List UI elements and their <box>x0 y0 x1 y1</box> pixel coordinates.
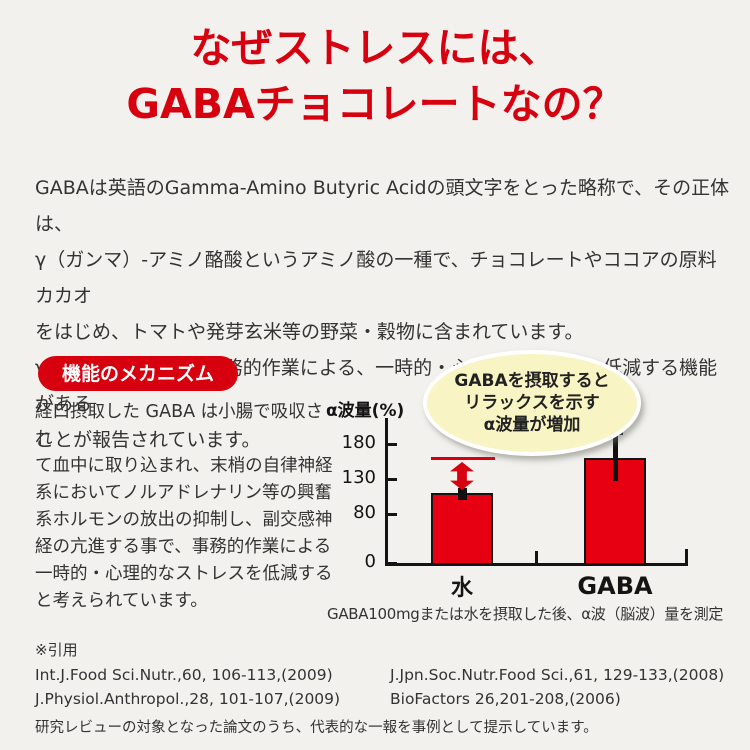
increase-arrow-icon <box>450 462 474 490</box>
bubble-line1: GABAを摂取すると <box>454 370 610 391</box>
y-axis-line <box>385 418 388 566</box>
page-title-line1: なぜストレスには、 <box>190 24 560 72</box>
page-title: なぜストレスには、 GABAチョコレートなの？ <box>0 20 750 132</box>
citation-item: Int.J.Food Sci.Nutr.,60, 106-113,(2009) <box>35 666 333 684</box>
bar-水 <box>431 493 493 565</box>
citation-item: J.Physiol.Anthropol.,28, 101-107,(2009) <box>35 690 341 708</box>
y-tick-label: 130 <box>341 467 376 488</box>
y-tick-mark <box>386 513 397 516</box>
text-line: て血中に取り込まれ、末梢の自律神経 <box>35 456 333 476</box>
error-bar-GABA <box>612 432 618 482</box>
y-tick-mark <box>386 562 397 565</box>
text-line: 系ホルモンの放出の抑制し、副交感神 <box>35 510 333 530</box>
speech-bubble: GABAを摂取すると リラックスを示す α波量が増加 <box>423 350 641 456</box>
citation-item: BioFactors 26,201-208,(2006) <box>390 690 621 708</box>
chart-caption: GABA100mgまたは水を摂取した後、α波（脳波）量を測定 <box>327 605 724 623</box>
y-axis-label: α波量(%) <box>326 401 405 421</box>
category-label-水: 水 <box>450 576 473 601</box>
bar-chart: α波量(%) 0 80 130 180 水 GABA <box>320 390 735 605</box>
citations-heading: ※引用 <box>35 641 78 659</box>
text-line: 経口摂取した GABA は小腸で吸収され <box>35 402 324 449</box>
text-line: GABAは英語のGamma-Amino Butyric Acidの頭文字をとった… <box>35 177 730 235</box>
footnote: 研究レビューの対象となった論文のうち、代表的な一報を事例として提示しています。 <box>35 720 598 736</box>
text-line: 経の亢進する事で、事務的作業による <box>35 537 332 557</box>
y-tick-mark <box>386 478 397 481</box>
bubble-line3: α波量が増加 <box>483 415 581 436</box>
text-line: 一時的・心理的なストレスを低減する <box>35 564 333 584</box>
text-line: と考えられています。 <box>35 591 208 611</box>
mechanism-paragraph: 経口摂取した GABA は小腸で吸収されて血中に取り込まれ、末梢の自律神経 系にお… <box>35 399 335 615</box>
error-bar-水 <box>457 488 467 500</box>
category-label-GABA: GABA <box>577 572 653 600</box>
y-tick-label: 0 <box>364 551 376 572</box>
text-line: ことが報告されています。 <box>35 429 261 451</box>
x-axis-line <box>385 563 688 566</box>
citation-item: J.Jpn.Soc.Nutr.Food Sci.,61, 129-133,(20… <box>390 666 725 684</box>
citations-section: ※引用 Int.J.Food Sci.Nutr.,60, 106-113,(20… <box>35 639 724 708</box>
y-tick-label: 80 <box>353 502 376 523</box>
mechanism-badge: 機能のメカニズム <box>38 356 239 391</box>
text-line: 系においてノルアドレナリン等の興奮 <box>35 483 332 503</box>
x-axis-tick <box>535 551 538 563</box>
y-tick-mark <box>386 443 397 446</box>
y-tick-label: 180 <box>341 432 376 453</box>
text-line: をはじめ、トマトや発芽玄米等の野菜・穀物に含まれています。 <box>35 321 584 343</box>
page-title-line2: GABAチョコレートなの？ <box>126 80 624 129</box>
citations-list: Int.J.Food Sci.Nutr.,60, 106-113,(2009) … <box>35 666 724 708</box>
x-axis-tick <box>685 549 688 563</box>
reference-line <box>431 457 495 460</box>
bubble-line2: リラックスを示す <box>464 392 600 413</box>
text-line: γ（ガンマ）-アミノ酪酸というアミノ酸の一種で、チョコレートやココアの原料カカオ <box>35 249 717 307</box>
